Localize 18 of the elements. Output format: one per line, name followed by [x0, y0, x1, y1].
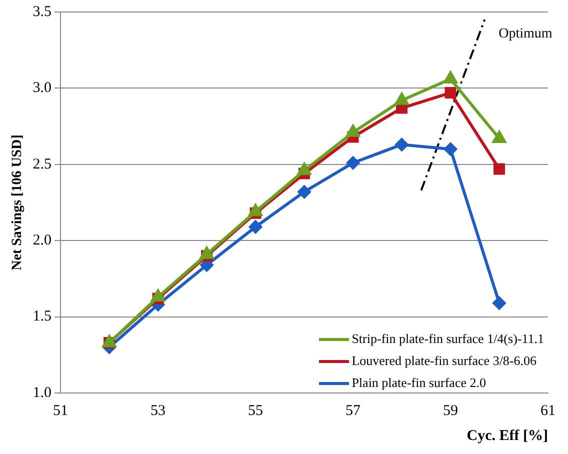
- x-tick-label: 61: [540, 402, 556, 419]
- x-tick-label: 59: [443, 402, 458, 419]
- y-tick-label: 1.5: [32, 308, 52, 325]
- legend-label: Strip-fin plate-fin surface 1/4(s)-11.1: [352, 331, 544, 347]
- x-tick-label: 57: [346, 402, 362, 419]
- x-tick-label: 51: [53, 402, 68, 419]
- y-tick-label: 2.5: [32, 156, 52, 172]
- series-label: Optimum: [498, 26, 552, 42]
- x-axis-title: Cyc. Eff [%]: [466, 428, 548, 444]
- y-tick-label: 2.0: [32, 232, 52, 249]
- legend-label: Louvered plate-fin surface 3/8-6.06: [352, 353, 537, 369]
- legend-label: Plain plate-fin surface 2.0: [352, 375, 486, 391]
- y-tick-label: 3.5: [32, 4, 52, 20]
- x-tick-label: 53: [150, 402, 166, 419]
- y-axis-title: Net Savings [106 USD]: [10, 134, 26, 270]
- x-tick-label: 55: [248, 402, 264, 419]
- y-tick-label: 1.0: [32, 384, 52, 401]
- y-tick-label: 3.0: [32, 80, 52, 96]
